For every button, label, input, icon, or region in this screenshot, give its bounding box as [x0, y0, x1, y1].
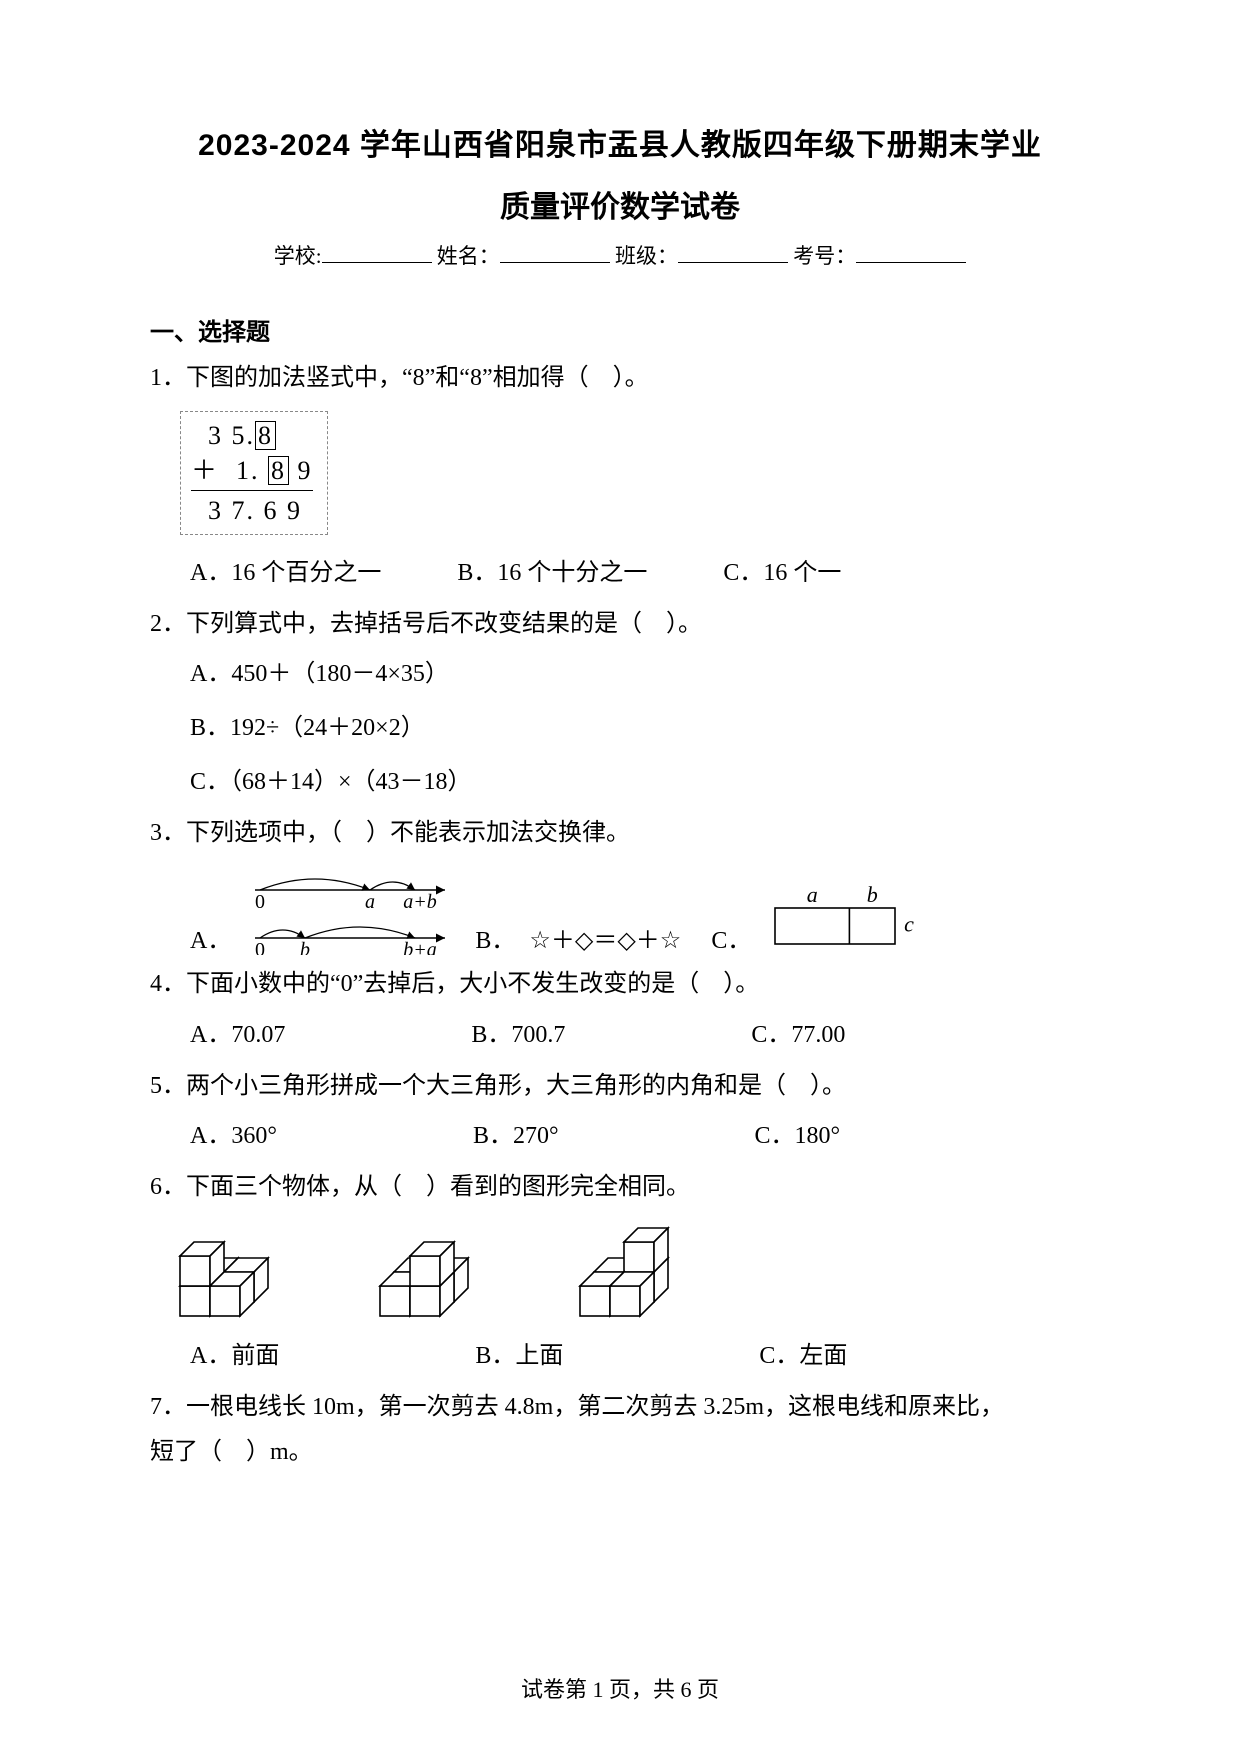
svg-text:b: b — [300, 939, 310, 955]
name-blank[interactable] — [500, 241, 610, 263]
q7-text-b: 短了（ ）m。 — [150, 1433, 1090, 1473]
svg-text:0: 0 — [255, 939, 265, 955]
svg-text:a+b: a+b — [404, 891, 438, 913]
q5-text: 5．两个小三角形拼成一个大三角形，大三角形的内角和是（ ）。 — [150, 1067, 1090, 1107]
student-info-line: 学校: 姓名： 班级： 考号： — [150, 240, 1090, 270]
svg-text:b: b — [867, 882, 878, 907]
q1-opt-a: A．16 个百分之一 — [190, 549, 381, 597]
q6-cube-figure-2 — [360, 1216, 490, 1326]
class-label: 班级： — [615, 244, 678, 268]
q6-text: 6．下面三个物体，从（ ）看到的图形完全相同。 — [150, 1168, 1090, 1208]
q6-opt-b: B．上面 — [475, 1332, 563, 1380]
q1-text: 1．下图的加法竖式中，“8”和“8”相加得（ ）。 — [150, 359, 1090, 399]
q3-opt-a-label: A． — [190, 920, 231, 955]
q1-r2b: 9 — [289, 456, 313, 485]
q3-opt-c-label: C． — [711, 920, 751, 955]
q2-opt-c: C．（68＋14）×（43－18） — [190, 758, 1090, 806]
q6-opt-c: C．左面 — [759, 1332, 847, 1380]
q6-cube-figure-3 — [560, 1216, 690, 1326]
q1-sum: 3 7. 6 9 — [191, 490, 313, 528]
q4-opt-c: C．77.00 — [751, 1011, 845, 1059]
q5-opt-c: C．180° — [755, 1112, 841, 1160]
svg-text:b+a: b+a — [404, 939, 438, 955]
exam-title-line2: 质量评价数学试卷 — [150, 182, 1090, 226]
q6-cube-figure-1 — [160, 1216, 290, 1326]
section-1-title: 一、选择题 — [150, 312, 1090, 347]
id-blank[interactable] — [856, 241, 966, 263]
q4-options: A．70.07 B．700.7 C．77.00 — [150, 1011, 1090, 1059]
q1-opt-b: B．16 个十分之一 — [457, 549, 647, 597]
svg-text:c: c — [904, 911, 914, 936]
q5-opt-b: B．270° — [473, 1112, 559, 1160]
school-label: 学校: — [274, 244, 322, 268]
q2-opt-a: A．450＋（180－4×35） — [190, 650, 1090, 698]
q2-text: 2．下列算式中，去掉括号后不改变结果的是（ ）。 — [150, 605, 1090, 645]
svg-text:a: a — [807, 882, 818, 907]
q1-r2-box: 8 — [268, 456, 289, 485]
q3-rectangle-diagram: a b c — [765, 880, 930, 955]
q7-text-a: 7．一根电线长 10m，第一次剪去 4.8m，第二次剪去 3.25m，这根电线和… — [150, 1388, 1090, 1428]
exam-page: 2023-2024 学年山西省阳泉市盂县人教版四年级下册期末学业 质量评价数学试… — [0, 0, 1240, 1754]
q3-text: 3．下列选项中，（ ）不能表示加法交换律。 — [150, 814, 1090, 854]
q4-opt-b: B．700.7 — [471, 1011, 565, 1059]
q3-opt-b-label: B． — [475, 920, 515, 955]
exam-title-line1: 2023-2024 学年山西省阳泉市盂县人教版四年级下册期末学业 — [150, 120, 1090, 164]
q1-opt-c: C．16 个一 — [723, 549, 841, 597]
class-blank[interactable] — [678, 241, 788, 263]
q2-options: A．450＋（180－4×35） B．192÷（24＋20×2） C．（68＋1… — [150, 650, 1090, 806]
svg-text:0: 0 — [255, 891, 265, 913]
q3-number-line-diagram: 0 a a+b 0 b b+a — [245, 860, 465, 955]
svg-text:a: a — [365, 891, 375, 913]
q4-text: 4．下面小数中的“0”去掉后，大小不发生改变的是（ ）。 — [150, 965, 1090, 1005]
q2-opt-b: B．192÷（24＋20×2） — [190, 704, 1090, 752]
q3-options: A． 0 a a+b 0 b b+a B． ☆＋◇＝◇＋☆ C． a b c — [150, 860, 1090, 955]
q5-opt-a: A．360° — [190, 1112, 277, 1160]
q6-opt-a: A．前面 — [190, 1332, 279, 1380]
q1-options: A．16 个百分之一 B．16 个十分之一 C．16 个一 — [150, 549, 1090, 597]
name-label: 姓名： — [437, 244, 500, 268]
q1-r1-box: 8 — [255, 421, 276, 450]
q6-figures — [160, 1216, 1090, 1326]
q3-opt-b-expr: ☆＋◇＝◇＋☆ — [529, 920, 681, 955]
q4-opt-a: A．70.07 — [190, 1011, 285, 1059]
q1-vertical-addition: 3 5.8 ＋ 1. 8 9 3 7. 6 9 — [180, 411, 328, 535]
id-label: 考号： — [793, 244, 856, 268]
school-blank[interactable] — [322, 241, 432, 263]
page-footer: 试卷第 1 页，共 6 页 — [0, 1672, 1240, 1704]
q1-r2a: ＋ 1. — [191, 456, 268, 485]
q5-options: A．360° B．270° C．180° — [150, 1112, 1090, 1160]
q1-r1-left: 3 5. — [191, 421, 255, 450]
q6-options: A．前面 B．上面 C．左面 — [150, 1332, 1090, 1380]
